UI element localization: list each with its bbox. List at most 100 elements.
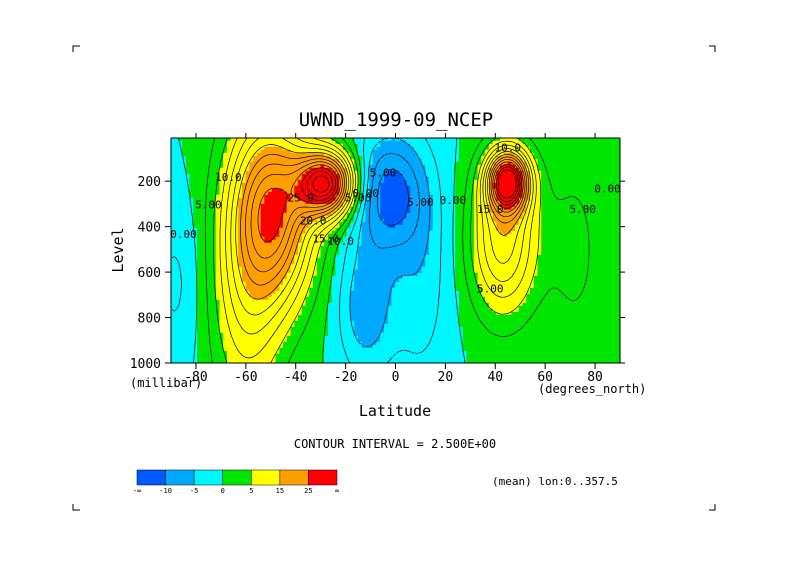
field-cell <box>492 209 497 214</box>
field-cell <box>417 146 422 151</box>
field-cell <box>320 140 325 145</box>
field-cell <box>342 182 348 187</box>
field-cell <box>414 158 419 163</box>
field-cell <box>249 248 254 253</box>
field-cell <box>443 140 449 145</box>
field-cell <box>515 248 520 253</box>
field-cell <box>578 215 583 220</box>
field-cell <box>253 197 258 202</box>
field-cell <box>238 191 243 196</box>
field-cell <box>601 239 606 244</box>
field-cell <box>458 227 464 232</box>
field-cell <box>178 155 183 160</box>
field-cell <box>320 146 325 151</box>
field-cell <box>548 212 553 217</box>
field-cell <box>234 167 239 172</box>
field-cell <box>612 161 617 166</box>
field-cell <box>406 152 411 157</box>
field-cell <box>533 182 538 187</box>
field-cell <box>369 203 374 208</box>
field-cell <box>515 254 520 259</box>
field-cell <box>500 221 505 226</box>
field-cell <box>301 197 306 202</box>
field-cell <box>432 191 437 196</box>
field-cell <box>608 230 613 235</box>
field-cell <box>342 224 348 229</box>
field-cell <box>432 224 437 229</box>
field-cell <box>226 215 232 220</box>
field-cell <box>193 239 198 244</box>
field-cell <box>286 149 291 154</box>
field-cell <box>376 164 381 169</box>
field-cell <box>473 194 479 199</box>
field-cell <box>223 149 228 154</box>
field-cell <box>455 236 460 241</box>
field-cell <box>286 179 291 184</box>
field-cell <box>500 182 505 187</box>
field-cell <box>432 185 437 190</box>
field-cell <box>391 248 396 253</box>
field-cell <box>365 173 370 178</box>
field-cell <box>544 182 550 187</box>
field-cell <box>196 254 202 259</box>
field-cell <box>380 227 385 232</box>
field-cell <box>286 224 291 229</box>
field-cell <box>515 230 520 235</box>
field-cell <box>447 138 452 142</box>
field-cell <box>189 155 194 160</box>
field-cell <box>537 179 542 184</box>
field-cell <box>331 227 336 232</box>
field-cell <box>320 209 325 214</box>
field-cell <box>537 254 542 259</box>
field-cell <box>264 221 269 226</box>
field-cell <box>616 221 620 226</box>
field-cell <box>178 200 183 205</box>
field-cell <box>567 200 572 205</box>
field-cell <box>230 164 235 169</box>
field-cell <box>544 179 550 184</box>
field-cell <box>395 242 400 247</box>
field-cell <box>320 212 325 217</box>
field-cell <box>597 209 602 214</box>
field-cell <box>567 185 572 190</box>
field-cell <box>533 143 538 148</box>
field-cell <box>320 242 325 247</box>
field-cell <box>511 155 516 160</box>
field-cell <box>470 227 475 232</box>
field-cell <box>511 251 516 256</box>
field-cell <box>496 203 501 208</box>
field-cell <box>312 155 318 160</box>
field-cell <box>503 221 508 226</box>
field-cell <box>428 257 434 262</box>
field-cell <box>443 167 449 172</box>
field-cell <box>612 185 617 190</box>
field-cell <box>436 146 441 151</box>
field-cell <box>391 149 396 154</box>
field-cell <box>428 215 434 220</box>
field-cell <box>279 167 284 172</box>
field-cell <box>537 206 542 211</box>
field-cell <box>421 167 426 172</box>
field-cell <box>533 212 538 217</box>
field-cell <box>196 218 202 223</box>
field-cell <box>211 242 217 247</box>
field-cell <box>455 138 460 142</box>
field-cell <box>500 215 505 220</box>
field-cell <box>447 230 452 235</box>
field-cell <box>455 248 460 253</box>
field-cell <box>324 254 329 259</box>
field-cell <box>451 185 456 190</box>
field-cell <box>174 140 179 145</box>
field-cell <box>477 239 482 244</box>
field-cell <box>256 188 261 193</box>
field-cell <box>395 167 400 172</box>
field-cell <box>533 218 538 223</box>
field-cell <box>324 215 329 220</box>
field-cell <box>432 143 437 148</box>
field-cell <box>533 170 538 175</box>
field-cell <box>511 215 516 220</box>
field-cell <box>593 209 598 214</box>
field-cell <box>496 221 501 226</box>
field-cell <box>533 209 538 214</box>
field-cell <box>593 248 598 253</box>
